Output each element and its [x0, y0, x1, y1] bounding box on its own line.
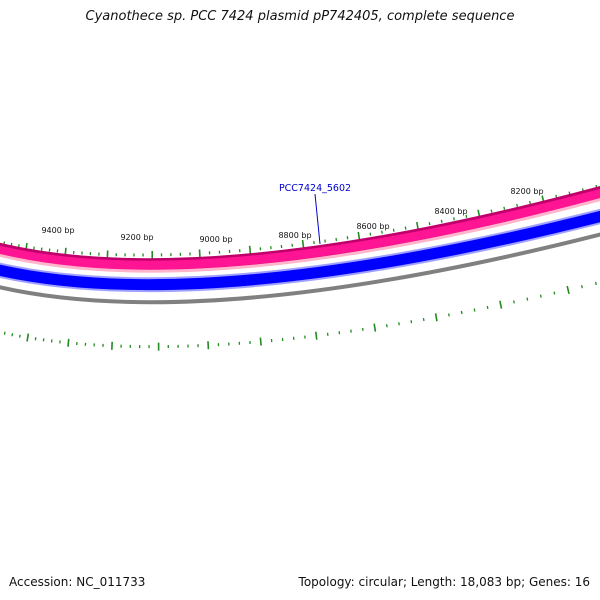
inner-scale-major-tick	[259, 337, 262, 346]
outer-scale-minor-tick	[516, 203, 519, 208]
inner-scale-major-tick	[26, 333, 30, 342]
scale-label-9200: 9200 bp	[120, 233, 153, 242]
forward-strand-track	[0, 188, 600, 270]
inner-scale-minor-tick	[473, 308, 476, 312]
scale-label-8400: 8400 bp	[434, 207, 467, 216]
scale-label-8600: 8600 bp	[356, 222, 389, 231]
inner-scale-major-tick	[67, 338, 70, 347]
scale-label-9000: 9000 bp	[199, 235, 232, 244]
inner-scale-major-tick	[373, 323, 377, 332]
outer-scale-minor-tick	[428, 222, 431, 226]
inner-scale-minor-tick	[553, 291, 556, 295]
inner-scale-minor-tick	[3, 331, 6, 335]
accession-text: Accession: NC_011733	[9, 575, 146, 589]
outer-scale-minor-tick	[404, 226, 407, 230]
outer-scale-minor-tick	[490, 209, 493, 213]
outer-scale-minor-tick	[392, 228, 395, 232]
reverse-strand-track	[0, 210, 600, 291]
inner-scale-minor-tick	[447, 313, 450, 317]
outer-scale-major-tick	[301, 239, 305, 249]
outer-scale-major-tick	[248, 245, 252, 254]
inner-scale-minor-tick	[11, 333, 14, 337]
inner-scale-major-tick	[314, 331, 318, 340]
backbone-ring	[0, 232, 600, 305]
map-title: Cyanothece sp. PCC 7424 plasmid pP742405…	[85, 9, 515, 24]
inner-scale-major-tick	[434, 313, 438, 322]
inner-scale-ticks	[3, 281, 597, 351]
inner-scale-major-tick	[566, 285, 570, 295]
inner-scale-minor-tick	[594, 281, 597, 286]
topology-summary-text: Topology: circular; Length: 18,083 bp; G…	[298, 575, 590, 589]
outer-scale-minor-tick	[453, 217, 455, 221]
inner-scale-minor-tick	[513, 300, 515, 304]
gene-label: PCC7424_5602	[279, 183, 351, 194]
outer-scale-minor-tick	[529, 200, 531, 205]
inner-scale-minor-tick	[410, 320, 413, 324]
outer-scale-minor-tick	[440, 219, 443, 223]
gene-pointer-line	[314, 193, 321, 245]
inner-scale-minor-tick	[486, 305, 489, 310]
scale-label-9400: 9400 bp	[41, 226, 74, 235]
forward-strand-track-highlight	[0, 198, 600, 273]
inner-scale-minor-tick	[580, 285, 583, 289]
inner-scale-minor-tick	[460, 310, 463, 315]
inner-scale-major-tick	[499, 300, 503, 309]
scale-label-8800: 8800 bp	[278, 231, 311, 240]
outer-scale-minor-tick	[381, 230, 383, 234]
outer-scale-minor-tick	[465, 214, 468, 218]
outer-scale-minor-tick	[17, 244, 20, 248]
outer-scale-major-tick	[357, 231, 361, 241]
inner-scale-minor-tick	[19, 334, 21, 338]
outer-scale-minor-tick	[555, 194, 558, 198]
scale-label-8200: 8200 bp	[510, 187, 543, 196]
inner-scale-minor-tick	[526, 297, 529, 301]
inner-scale-minor-tick	[422, 317, 425, 322]
inner-scale-minor-tick	[539, 294, 542, 298]
outer-scale-minor-tick	[503, 206, 506, 210]
